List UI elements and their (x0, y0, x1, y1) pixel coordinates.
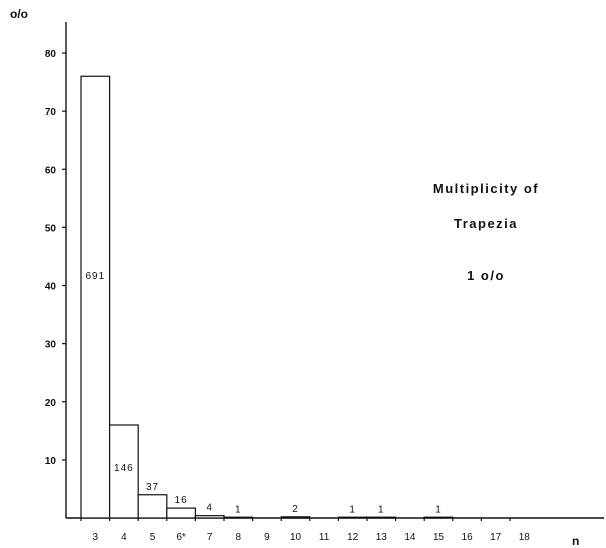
y-ticks: 10 20 30 40 50 60 70 80 (45, 49, 66, 467)
y-tick-label: 40 (45, 282, 57, 293)
y-tick-label: 60 (45, 165, 57, 176)
x-unit-label: n (572, 534, 579, 548)
bar-15 (423, 516, 454, 519)
annotation-line-1: Multiplicity of (433, 181, 539, 196)
x-tick-label: 13 (376, 532, 388, 543)
bar-5 (137, 494, 168, 519)
y-tick-label: 50 (45, 223, 57, 234)
x-tick-label: 5 (150, 532, 156, 543)
data-label: 4 (206, 503, 213, 514)
data-label: 1 (349, 504, 356, 515)
bar-13 (366, 516, 397, 519)
x-tick-label: 4 (121, 532, 127, 543)
bars (80, 75, 454, 519)
data-label: 1 (435, 504, 442, 515)
x-tick-label: 18 (519, 532, 531, 543)
x-tick-label: 12 (347, 532, 359, 543)
x-ticks: 3 4 5 6* 7 8 9 10 11 12 13 14 15 16 17 18 (80, 518, 531, 543)
x-tick-label: 15 (433, 532, 445, 543)
x-tick-label: 8 (236, 532, 242, 543)
bar-6star (166, 507, 197, 519)
data-label: 37 (146, 482, 159, 493)
annotation-line-3: 1 o/o (467, 268, 505, 283)
data-label: 1 (378, 504, 385, 515)
y-tick-label: 70 (45, 107, 57, 118)
axes (65, 22, 604, 519)
data-label: 1 (235, 504, 242, 515)
y-tick-label: 30 (45, 340, 57, 351)
y-unit-label: o/o (10, 7, 28, 21)
x-tick-label: 14 (404, 532, 416, 543)
x-tick-label: 16 (462, 532, 474, 543)
bar-7 (194, 515, 225, 519)
data-labels: 691 146 37 16 4 1 2 1 1 1 (85, 271, 442, 515)
x-tick-label: 11 (319, 532, 330, 543)
bar-10 (280, 516, 311, 519)
annotation-line-2: Trapezia (454, 216, 518, 231)
x-tick-label: 6* (176, 532, 186, 543)
x-tick-label: 7 (207, 532, 213, 543)
bar-8 (223, 516, 254, 519)
data-label: 16 (175, 495, 188, 506)
y-tick-label: 10 (45, 456, 57, 467)
data-label: 2 (292, 504, 299, 515)
x-tick-label: 10 (290, 532, 302, 543)
data-label: 691 (85, 271, 105, 282)
data-label: 146 (114, 463, 134, 474)
y-tick-label: 80 (45, 49, 57, 60)
bar-4 (108, 424, 139, 519)
x-tick-label: 9 (264, 532, 270, 543)
bar-12 (337, 516, 368, 519)
x-tick-label: 3 (93, 532, 99, 543)
y-tick-label: 20 (45, 398, 57, 409)
x-tick-label: 17 (490, 532, 502, 543)
bar-3 (80, 75, 111, 519)
